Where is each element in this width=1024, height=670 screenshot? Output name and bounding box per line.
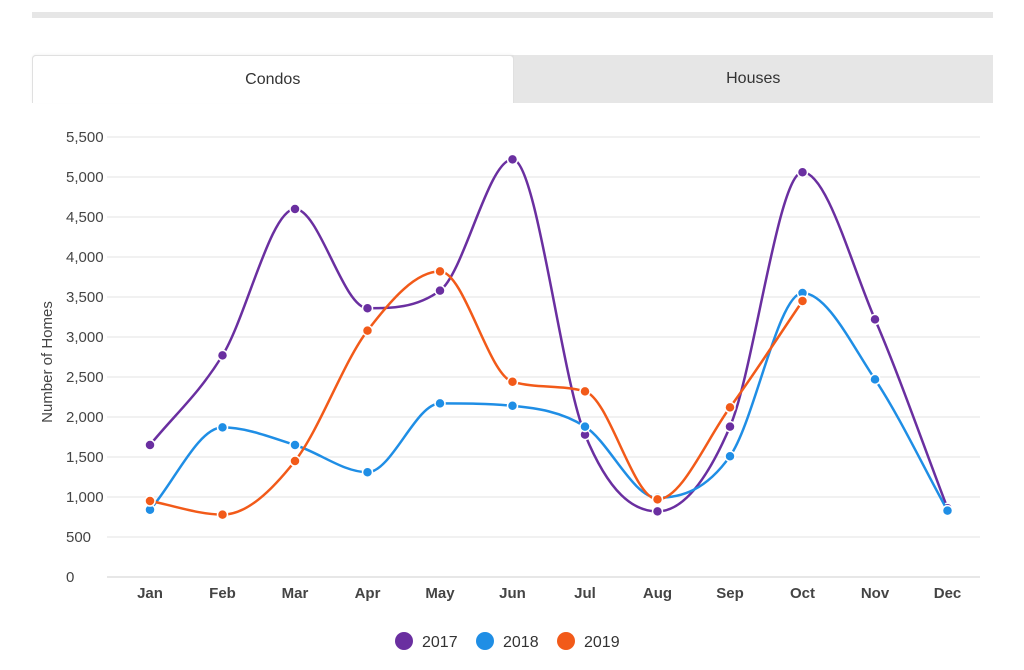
data-point[interactable] — [724, 450, 736, 462]
y-tick-label: 4,500 — [66, 209, 104, 226]
y-tick-label: 5,500 — [66, 129, 104, 146]
data-point[interactable] — [434, 397, 446, 410]
data-point[interactable] — [144, 495, 156, 507]
y-axis-label: Number of Homes — [39, 301, 56, 423]
legend-label: 2017 — [422, 634, 458, 651]
y-tick-label: 500 — [66, 529, 91, 546]
data-point[interactable] — [579, 420, 591, 433]
y-tick-label: 3,500 — [66, 289, 104, 306]
legend-item-2018[interactable]: 2018 — [476, 632, 539, 651]
x-tick-label: Aug — [643, 585, 672, 602]
data-point[interactable] — [434, 265, 446, 278]
y-tick-label: 1,500 — [66, 449, 104, 466]
y-axis-ticks: 0 500 1,000 1,500 2,000 2,500 3,000 3,500 4,000 4… — [66, 129, 104, 586]
data-point[interactable] — [651, 505, 664, 518]
data-point[interactable] — [651, 493, 664, 506]
data-point[interactable] — [941, 504, 954, 517]
data-point[interactable] — [216, 349, 229, 362]
legend-label: 2019 — [584, 634, 620, 651]
series-2019 — [144, 265, 809, 521]
data-point[interactable] — [216, 421, 229, 434]
x-tick-label: Nov — [861, 585, 890, 602]
data-point[interactable] — [579, 385, 591, 398]
legend-item-2017[interactable]: 2017 — [395, 632, 458, 651]
legend-marker — [557, 632, 575, 650]
series-2018 — [144, 287, 954, 517]
data-point[interactable] — [796, 295, 809, 307]
line-chart: 0 500 1,000 1,500 2,000 2,500 3,000 3,500 4,000 4… — [39, 129, 980, 651]
x-tick-label: Jun — [499, 585, 526, 602]
y-tick-label: 3,000 — [66, 329, 104, 346]
legend-label: 2018 — [503, 634, 539, 651]
x-tick-label: Apr — [355, 585, 381, 602]
data-point[interactable] — [796, 166, 809, 178]
data-point[interactable] — [724, 401, 736, 414]
data-point[interactable] — [216, 508, 229, 521]
data-point[interactable] — [361, 466, 374, 478]
legend-marker — [395, 632, 413, 650]
x-tick-label: Sep — [716, 585, 744, 602]
series-line-2017 — [149, 158, 949, 513]
data-point[interactable] — [361, 302, 374, 314]
legend-marker — [476, 632, 494, 650]
legend-item-2019[interactable]: 2019 — [557, 632, 620, 651]
y-tick-label: 5,000 — [66, 169, 104, 186]
y-tick-label: 1,000 — [66, 489, 104, 506]
y-tick-label: 0 — [66, 569, 74, 586]
x-tick-label: Jan — [137, 585, 163, 602]
series-line-2019 — [149, 270, 804, 516]
x-tick-label: Feb — [209, 585, 236, 602]
data-point[interactable] — [361, 324, 374, 337]
data-point[interactable] — [506, 400, 519, 412]
chart-container: 0 500 1,000 1,500 2,000 2,500 3,000 3,500 4,000 4… — [0, 103, 1024, 665]
series-lines — [144, 153, 954, 521]
series-line-2018 — [149, 291, 949, 512]
y-tick-label: 4,000 — [66, 249, 104, 266]
top-divider — [32, 12, 993, 18]
data-point[interactable] — [506, 376, 519, 388]
data-point[interactable] — [724, 420, 736, 433]
data-point[interactable] — [289, 455, 301, 467]
data-point[interactable] — [289, 203, 301, 215]
data-point[interactable] — [869, 313, 881, 326]
legend: 2017 2018 2019 — [395, 632, 620, 651]
data-point[interactable] — [869, 373, 881, 386]
tab-houses[interactable]: Houses — [513, 55, 993, 103]
data-point[interactable] — [506, 153, 519, 166]
data-point[interactable] — [144, 439, 156, 451]
series-2017 — [144, 153, 954, 518]
x-axis-ticks: Jan Feb Mar Apr May Jun Jul Aug Sep Oct Nov Dec — [137, 585, 961, 602]
x-tick-label: May — [425, 585, 455, 602]
tab-condos[interactable]: Condos — [32, 55, 514, 103]
x-tick-label: Oct — [790, 585, 815, 602]
y-tick-label: 2,000 — [66, 409, 104, 426]
x-tick-label: Jul — [574, 585, 596, 602]
y-tick-label: 2,500 — [66, 369, 104, 386]
data-point[interactable] — [289, 439, 301, 451]
x-tick-label: Dec — [934, 585, 962, 602]
x-tick-label: Mar — [282, 585, 309, 602]
property-type-tabs: Condos Houses — [32, 55, 993, 103]
data-point[interactable] — [434, 284, 446, 297]
